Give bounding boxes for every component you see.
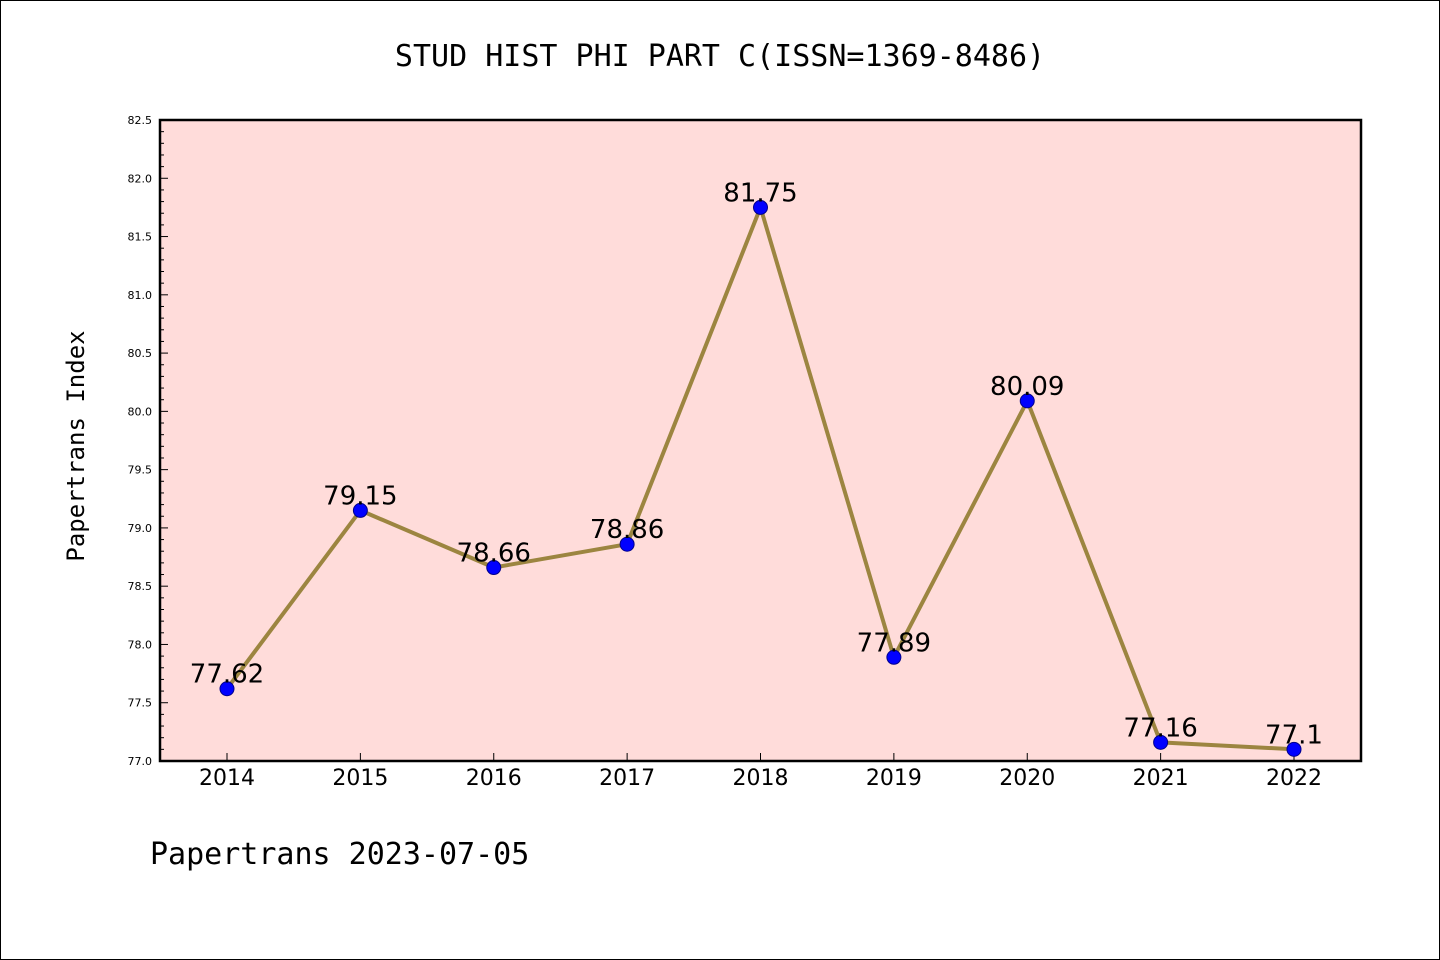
data-point [619,536,635,552]
y-tick-label: 80.5 [128,347,153,360]
data-label: 81.75 [723,178,797,208]
data-labels: 77.62 79.15 78.66 78.86 81.75 77.89 80.09 77.16… [190,178,1323,750]
y-tick-label: 81.5 [128,231,153,244]
footer-text: Papertrans 2023-07-05 [150,837,529,872]
x-tick-label: 2021 [1133,766,1189,791]
data-point [352,502,368,518]
x-tick-label: 2015 [332,766,388,791]
data-label: 77.1 [1265,720,1323,750]
data-point [219,681,235,697]
data-label: 77.89 [857,628,931,658]
x-tick-label: 2020 [999,766,1055,791]
data-label: 80.09 [990,372,1064,402]
data-point [753,199,768,215]
y-tick-label: 82.5 [128,114,153,127]
x-tick-label: 2017 [599,766,655,791]
data-markers [219,199,1302,757]
data-label: 77.16 [1123,713,1197,743]
plot-border [158,118,1363,763]
y-axis-label: Papertrans Index [62,330,90,561]
x-tick-label: 2016 [466,766,522,791]
x-tick-label: 2019 [866,766,922,791]
data-point [886,649,902,665]
data-label: 79.15 [323,481,397,511]
data-point [1019,393,1035,409]
y-tick-label: 78.5 [128,580,153,593]
x-tick-label: 2014 [199,766,255,791]
y-tick-label: 80.0 [128,405,153,418]
y-tick-label: 79.0 [128,522,153,535]
y-tick-label: 79.5 [128,464,153,477]
y-tick-label: 77.5 [128,697,153,710]
plot-area [160,120,1361,761]
x-axis-ticks: 2014 2015 2016 2017 2018 2019 2020 2021 2022 [199,753,1322,791]
y-tick-label: 81.0 [128,289,153,302]
data-label: 77.62 [190,660,264,690]
data-label: 78.66 [457,539,531,569]
x-tick-label: 2018 [733,766,789,791]
data-point [486,560,502,576]
y-axis-ticks: 77.0 77.5 78.0 78.5 79.0 79.5 80.0 80.5 81.0 81.5… [128,114,168,768]
data-point [1286,741,1302,757]
x-tick-label: 2022 [1266,766,1322,791]
data-label: 78.86 [590,515,664,545]
y-tick-label: 82.0 [128,172,153,185]
y-tick-label: 77.0 [128,755,153,768]
chart-title: STUD HIST PHI PART C(ISSN=1369-8486) [395,39,1045,74]
data-point [1153,734,1169,750]
y-tick-label: 78.0 [128,638,153,651]
